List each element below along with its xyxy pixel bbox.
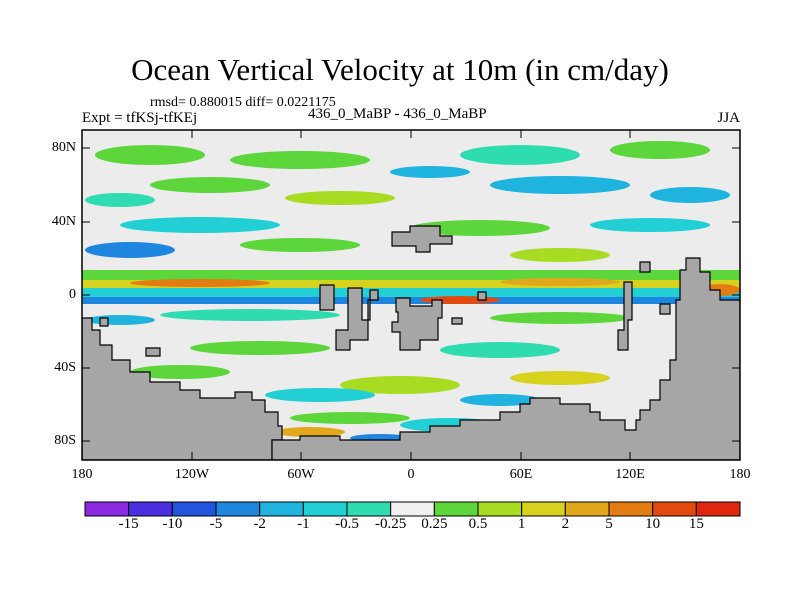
xtick-label: 180 (729, 467, 751, 482)
colorbar-tick-label: -0.5 (335, 516, 359, 532)
ytick-label: 0 (69, 287, 76, 302)
colorbar-tick-label: -15 (118, 516, 139, 532)
colorbar-swatch (477, 501, 523, 517)
colorbar-tick-label: 10 (645, 516, 661, 532)
land-masks (82, 225, 740, 460)
ytick-label: 40N (51, 214, 76, 229)
colorbar-swatch (84, 501, 130, 517)
colorbar-swatch (608, 501, 654, 517)
experiment-label: Expt = tfKSj-tfKEj (82, 110, 198, 126)
colorbar-swatch (564, 501, 610, 517)
colorbar-swatch (215, 501, 261, 517)
difference-label: 436_0_MaBP - 436_0_MaBP (308, 106, 487, 122)
colorbar-swatch (652, 501, 697, 517)
season-label: JJA (717, 110, 740, 126)
northern-island (391, 225, 453, 253)
colorbar-tick-label: 0.25 (421, 516, 448, 532)
xtick-label: 120E (615, 467, 645, 482)
antarctica-land (271, 257, 740, 460)
ytick-label: 40S (54, 360, 76, 375)
map-area (82, 130, 740, 460)
colorbar-tick-label: 1 (517, 516, 526, 532)
small-island-3 (477, 291, 487, 301)
colorbar-swatch (171, 501, 217, 517)
tick-marks (82, 130, 740, 460)
central-landmass (335, 287, 379, 351)
xtick-label: 180 (71, 467, 93, 482)
southern-island (391, 297, 443, 351)
colorbar-swatch (346, 501, 392, 517)
colorbar-tick-label: -1 (297, 516, 310, 532)
south-america-land (82, 317, 283, 460)
colorbar-tick-label: -10 (162, 516, 183, 532)
colorbar-swatch (390, 501, 435, 517)
colorbar-swatch (259, 501, 304, 517)
map-title: Ocean Vertical Velocity at 10m (in cm/da… (131, 52, 669, 87)
colorbar-swatch (433, 501, 479, 517)
colorbar-tick-label: 0.5 (468, 516, 488, 532)
colorbar-swatch (128, 501, 173, 517)
colorbar-tick-label: -5 (209, 516, 223, 532)
small-island-4 (451, 317, 463, 325)
colorbar-swatch (695, 501, 741, 517)
colorbar-tick-label: -0.25 (375, 516, 407, 532)
anomaly-patches (82, 141, 740, 442)
xtick-label: 0 (407, 467, 415, 482)
small-island-2 (99, 317, 109, 327)
small-island-east (639, 261, 651, 273)
colorbar-tick-label: 5 (605, 516, 613, 532)
xtick-label: 120W (174, 467, 210, 482)
eastern-spine (617, 281, 633, 351)
colorbar-swatch (302, 501, 348, 517)
colorbar-swatch (521, 501, 566, 517)
small-island-1 (145, 347, 161, 357)
small-island-5 (659, 303, 671, 315)
colorbar-tick-label: -2 (253, 516, 266, 532)
xtick-label: 60E (509, 467, 533, 482)
xtick-label: 60W (287, 467, 315, 482)
ytick-label: 80N (51, 140, 76, 155)
west-island (319, 284, 335, 311)
stats-label: rmsd= 0.880015 diff= 0.0221175 (150, 95, 336, 110)
colorbar-tick-label: 2 (561, 516, 570, 532)
colorbar-tick-label: 15 (688, 516, 704, 532)
colorbar (84, 501, 741, 517)
ytick-label: 80S (54, 433, 76, 448)
